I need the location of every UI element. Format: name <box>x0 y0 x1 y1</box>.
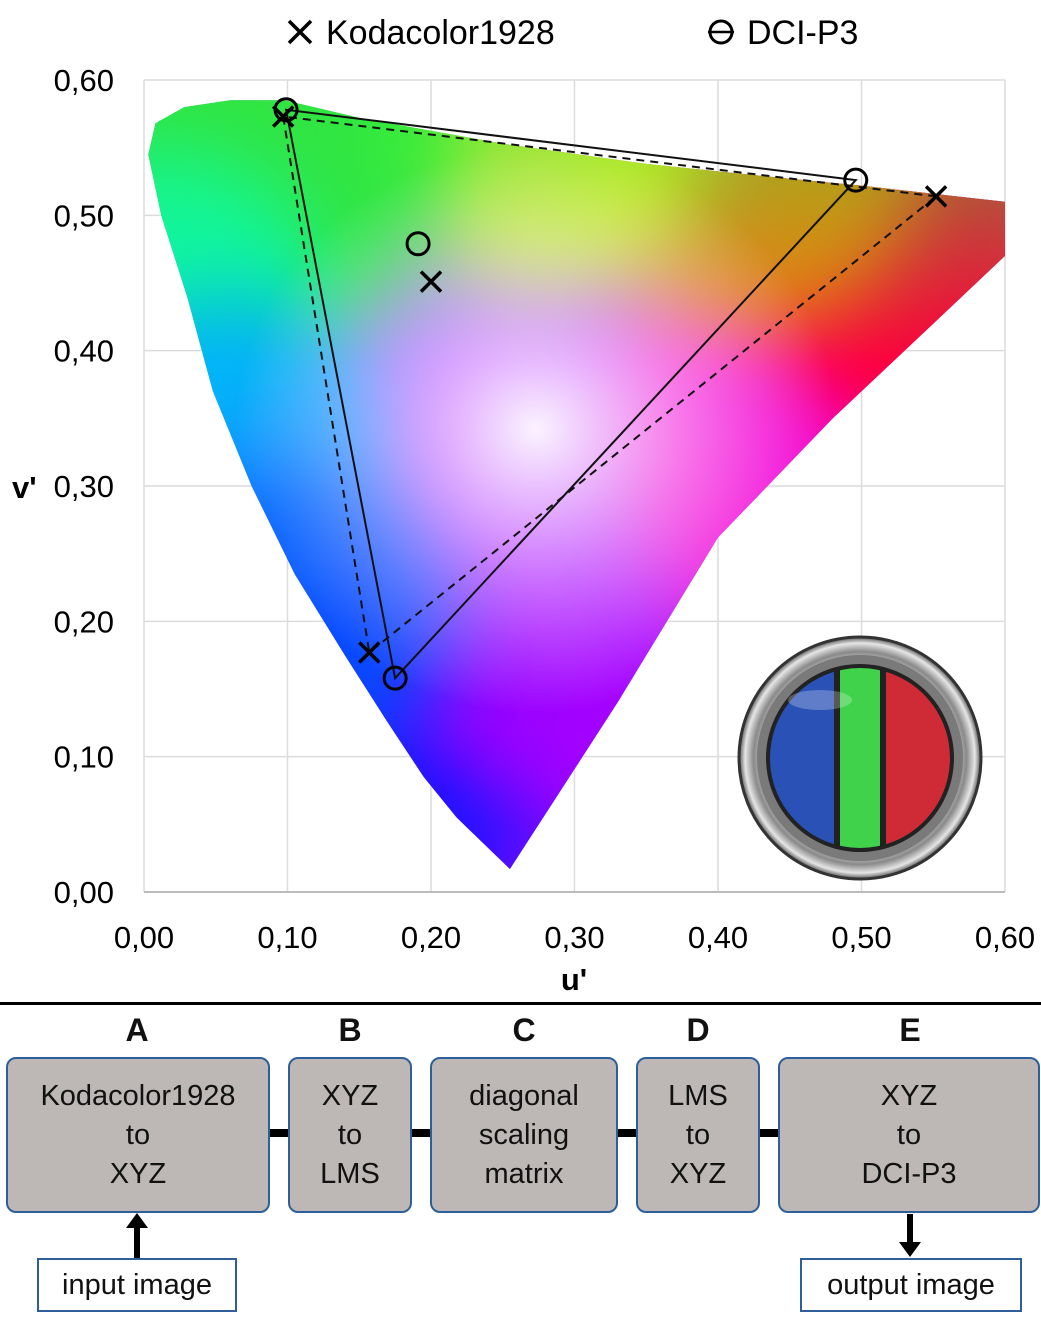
step-a-letter: A <box>125 1012 149 1048</box>
legend-label-dcip3: DCI-P3 <box>747 14 858 52</box>
step-e-letter: E <box>899 1012 921 1048</box>
input-image-label: input image <box>62 1268 212 1301</box>
step-d-text: LMS to XYZ <box>668 1079 728 1190</box>
dcip3-green-primary-marker <box>273 97 299 123</box>
y-tick-label: 0,60 <box>54 63 114 98</box>
connector-b-c <box>410 1129 432 1137</box>
x-stroke <box>271 105 295 128</box>
section-divider <box>0 1002 1041 1005</box>
step-b-text: XYZ to LMS <box>320 1079 380 1190</box>
step-b-letter: B <box>338 1012 362 1048</box>
x-stroke <box>358 641 381 664</box>
kodacolor-white-point-marker <box>419 270 443 293</box>
legend: Kodacolor1928 DCI-P3 <box>287 14 858 52</box>
gamut-triangles <box>282 108 939 681</box>
output-image-label: output image <box>827 1268 995 1301</box>
step-c-box: diagonal scaling matrix <box>430 1057 618 1213</box>
x-stroke <box>924 185 948 208</box>
dcip3-red-primary-marker <box>843 167 869 193</box>
y-tick-label: 0,30 <box>54 469 114 504</box>
step-e-box: XYZ to DCI-P3 <box>778 1057 1040 1213</box>
step-c-text: diagonal scaling matrix <box>469 1079 579 1190</box>
step-c-letter: C <box>512 1012 536 1048</box>
kodacolor-filter-inset <box>737 635 983 881</box>
step-a-box: Kodacolor1928 to XYZ <box>6 1057 270 1213</box>
y-axis-label: v' <box>12 470 37 505</box>
legend-label-kodacolor: Kodacolor1928 <box>326 14 555 52</box>
output-image-box: output image <box>800 1258 1022 1312</box>
io-arrows <box>126 1213 921 1258</box>
kodacolor-red-primary-marker <box>924 185 948 208</box>
inset-green-band <box>840 668 880 848</box>
x-stroke <box>419 270 443 293</box>
y-tick-label: 0,20 <box>54 604 114 639</box>
output-arrow <box>899 1214 921 1257</box>
input-arrow <box>126 1213 148 1258</box>
step-a-text: Kodacolor1928 to XYZ <box>40 1079 236 1190</box>
input-image-box: input image <box>37 1258 237 1312</box>
connector-d-e <box>758 1129 780 1137</box>
connector-c-d <box>616 1129 638 1137</box>
x-tick-label: 0,50 <box>831 920 891 955</box>
x-tick-label: 0,10 <box>257 920 317 955</box>
data-markers <box>271 97 948 691</box>
x-tick-label: 0,30 <box>544 920 604 955</box>
x-axis-label: u' <box>561 962 587 997</box>
x-tick-label: 0,60 <box>975 920 1035 955</box>
legend-marker-o <box>708 19 734 45</box>
x-tick-label: 0,40 <box>688 920 748 955</box>
x-tick-label: 0,20 <box>401 920 461 955</box>
step-e-text: XYZ to DCI-P3 <box>861 1079 957 1190</box>
kodacolor-gamut-triangle <box>282 115 939 655</box>
y-tick-label: 0,00 <box>54 875 114 910</box>
legend-marker-x <box>287 19 313 45</box>
step-d-box: LMS to XYZ <box>636 1057 760 1213</box>
dcip3-gamut-triangle <box>284 108 858 681</box>
tick-labels: 0,000,00 0,10 0,10 0,20 0,20 0,30 0,30 0,40 0,40… <box>54 63 1036 955</box>
kodacolor-blue-primary-marker <box>358 641 381 664</box>
y-tick-label: 0,40 <box>54 334 114 369</box>
x-tick-label: 0,00 <box>114 920 174 955</box>
connector-a-b <box>268 1129 290 1137</box>
y-tick-label: 0,10 <box>54 740 114 775</box>
step-b-box: XYZ to LMS <box>288 1057 412 1213</box>
dcip3-blue-primary-marker <box>382 665 408 691</box>
dcip3-white-point-marker <box>405 231 431 257</box>
y-tick-label: 0,50 <box>54 198 114 233</box>
step-d-letter: D <box>686 1012 710 1048</box>
chromaticity-chart: 0,000,00 0,10 0,10 0,20 0,20 0,30 0,30 0,40 0,40… <box>12 14 1036 997</box>
